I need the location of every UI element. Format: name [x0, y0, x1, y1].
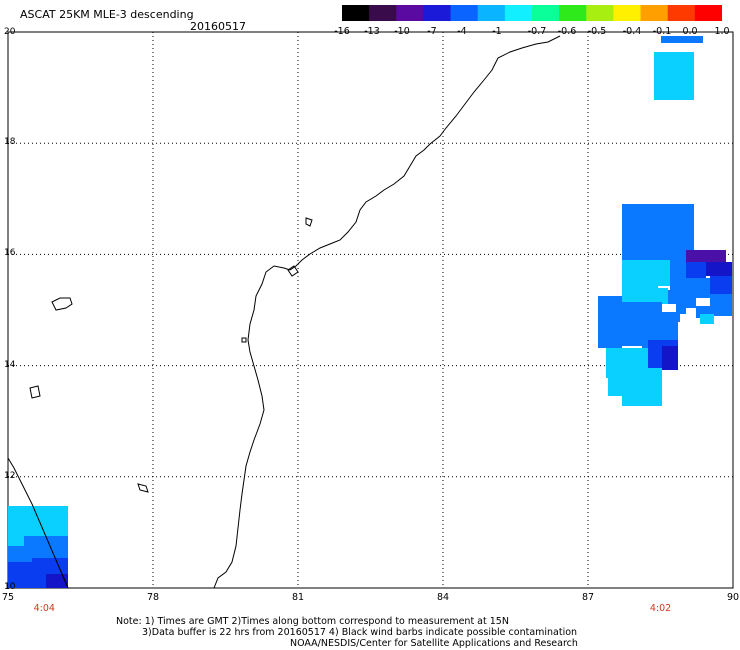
y-tick-label: 12	[4, 470, 16, 481]
wind-cell	[710, 276, 732, 294]
wind-cell	[622, 288, 668, 304]
wind-cell	[622, 248, 658, 260]
wind-cell	[662, 312, 680, 322]
x-tick-label: 87	[581, 592, 595, 603]
wind-cell	[662, 346, 678, 370]
colorbar-gradient	[342, 5, 722, 21]
colorbar-segment	[504, 5, 533, 21]
colorbar-segment	[694, 5, 722, 21]
pass-time-label: 4:02	[649, 603, 672, 614]
colorbar-segment	[667, 5, 696, 21]
island-3	[137, 483, 149, 493]
coastline	[7, 35, 561, 589]
wind-cell	[686, 250, 726, 262]
y-tick-label: 14	[4, 359, 16, 370]
x-tick-label: 84	[436, 592, 450, 603]
colorbar-segment	[559, 5, 587, 21]
wind-cell	[598, 296, 622, 348]
wind-cell	[608, 374, 624, 396]
colorbar-segment	[450, 5, 479, 21]
wind-cell	[622, 204, 694, 250]
colorbar-segment	[369, 5, 397, 21]
wind-cell	[710, 294, 732, 316]
island-1	[51, 297, 73, 311]
wind-cell	[686, 296, 696, 308]
y-tick-label: 18	[4, 137, 16, 148]
colorbar-segment	[613, 5, 642, 21]
wind-cell	[686, 278, 710, 298]
island-5	[305, 217, 313, 227]
x-tick-label: 90	[726, 592, 740, 603]
colorbar-segment	[423, 5, 452, 21]
pass-time-label: 4:04	[33, 603, 55, 614]
map-title: ASCAT 25KM MLE-3 descending	[20, 8, 194, 21]
colorbar-segment	[477, 5, 506, 21]
colorbar-segment	[396, 5, 424, 21]
wind-data-cells	[8, 36, 732, 588]
x-tick-label: 78	[146, 592, 160, 603]
x-tick-label: 75	[1, 592, 15, 603]
wind-cell	[670, 260, 686, 290]
wind-cell	[622, 368, 662, 406]
wind-cell	[661, 36, 703, 43]
coastline-southwest	[7, 457, 69, 589]
wind-cell	[676, 298, 686, 314]
y-tick-label: 16	[4, 248, 16, 259]
colorbar-segment	[586, 5, 614, 21]
map-frame	[7, 31, 734, 589]
y-tick-label: 10	[4, 582, 16, 592]
wind-cell	[8, 562, 32, 588]
y-tick-label: 20	[4, 27, 16, 37]
wind-cell	[8, 546, 24, 564]
wind-cell	[700, 314, 714, 324]
colorbar-segment	[640, 5, 669, 21]
coastline-delta	[287, 265, 299, 277]
wind-cell	[24, 536, 68, 562]
wind-cell	[658, 260, 670, 286]
island-2	[29, 385, 41, 399]
colorbar-segment	[532, 5, 560, 21]
coastline-main	[213, 35, 561, 589]
note-line-2: 3)Data buffer is 22 hrs from 20160517 4)…	[142, 627, 578, 638]
wind-cell	[46, 574, 68, 588]
note-line-3: NOAA/NESDIS/Center for Satellite Applica…	[290, 638, 578, 649]
wind-cell	[658, 248, 686, 260]
note-line-1: Note: 1) Times are GMT 2)Times along bot…	[116, 616, 509, 627]
x-tick-label: 81	[291, 592, 305, 603]
wind-cell	[622, 260, 658, 288]
colorbar-segment	[342, 5, 370, 21]
wind-cell	[706, 262, 732, 276]
colorbar	[342, 5, 722, 21]
wind-cell	[654, 52, 694, 100]
map-date: 20160517	[190, 20, 246, 33]
wind-cell	[686, 262, 706, 278]
island-4	[241, 337, 247, 343]
